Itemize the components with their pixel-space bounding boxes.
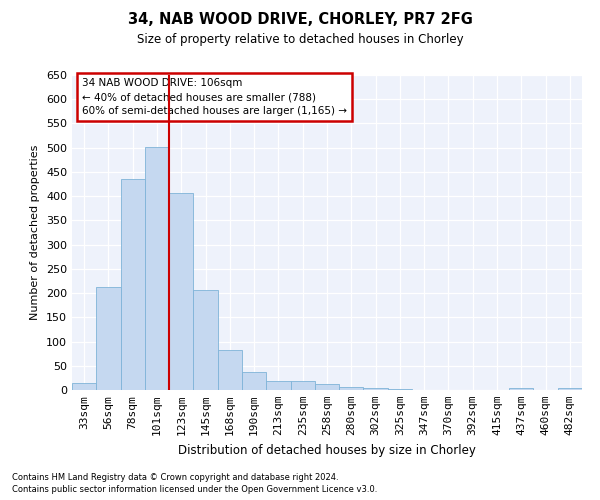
Bar [266, 381, 290, 390]
Bar [558, 388, 582, 390]
Bar [388, 389, 412, 390]
Y-axis label: Number of detached properties: Number of detached properties [31, 145, 40, 320]
Bar [145, 146, 169, 390]
Bar [121, 179, 145, 390]
Bar [169, 193, 193, 390]
Text: 34 NAB WOOD DRIVE: 106sqm
← 40% of detached houses are smaller (788)
60% of semi: 34 NAB WOOD DRIVE: 106sqm ← 40% of detac… [82, 78, 347, 116]
Bar [193, 290, 218, 390]
X-axis label: Distribution of detached houses by size in Chorley: Distribution of detached houses by size … [178, 444, 476, 456]
Bar [509, 388, 533, 390]
Bar [96, 288, 121, 390]
Bar [218, 350, 242, 390]
Bar [364, 388, 388, 390]
Bar [290, 382, 315, 390]
Bar [315, 384, 339, 390]
Bar [242, 372, 266, 390]
Text: Size of property relative to detached houses in Chorley: Size of property relative to detached ho… [137, 32, 463, 46]
Bar [339, 386, 364, 390]
Text: Contains public sector information licensed under the Open Government Licence v3: Contains public sector information licen… [12, 485, 377, 494]
Bar [72, 382, 96, 390]
Text: 34, NAB WOOD DRIVE, CHORLEY, PR7 2FG: 34, NAB WOOD DRIVE, CHORLEY, PR7 2FG [128, 12, 472, 28]
Text: Contains HM Land Registry data © Crown copyright and database right 2024.: Contains HM Land Registry data © Crown c… [12, 472, 338, 482]
